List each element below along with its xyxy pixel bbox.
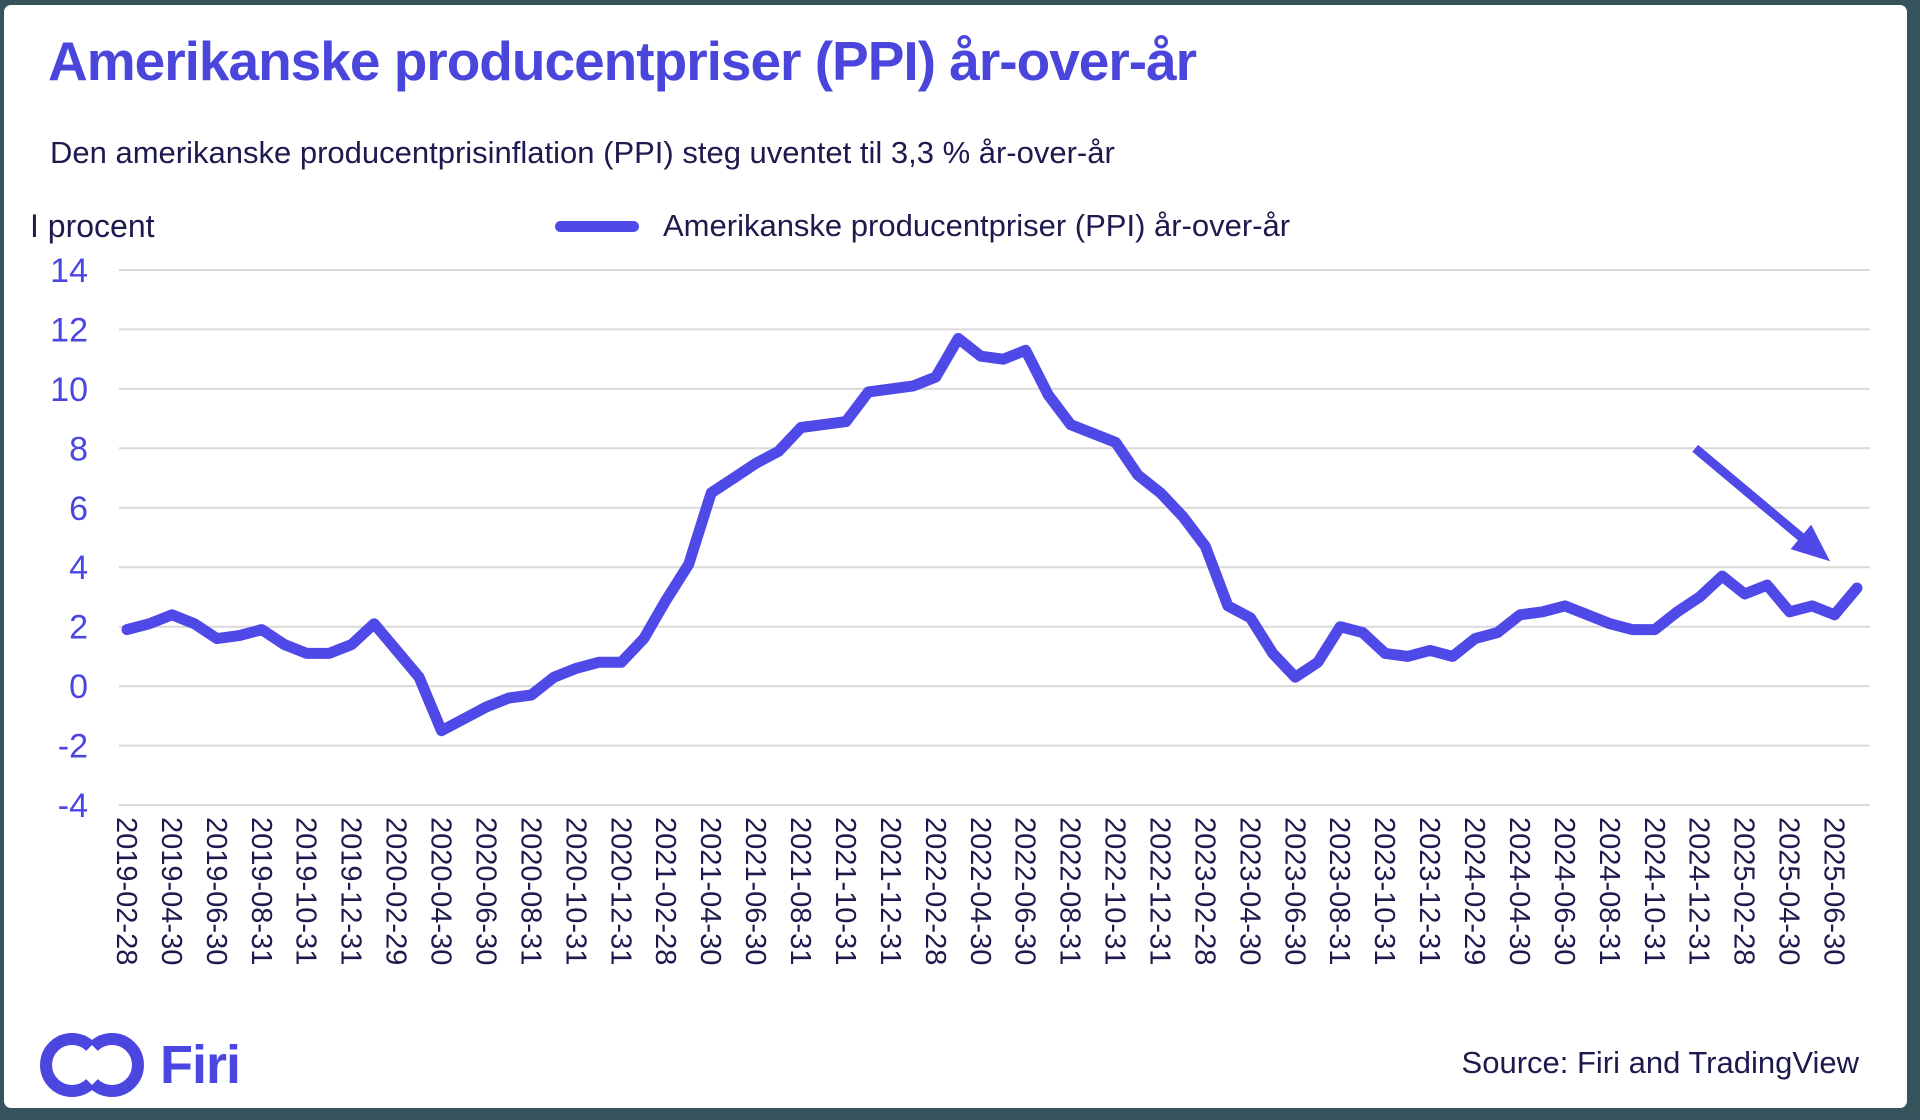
x-tick-label: 2024-06-30 xyxy=(1548,817,1580,965)
subtitle: Den amerikanske producentprisinflation (… xyxy=(50,135,1115,170)
x-tick-label: 2023-10-31 xyxy=(1368,817,1400,965)
x-tick-label: 2020-12-31 xyxy=(604,817,636,965)
y-tick-label: 10 xyxy=(50,371,88,409)
y-axis-caption: I procent xyxy=(30,208,155,244)
x-tick-label: 2021-02-28 xyxy=(649,817,681,965)
chart-card: 14 12 10 8 6 4 2 0 -2 -4 2019-02-28 2019-04-30 2019-… xyxy=(4,5,1907,1108)
x-tick-label: 2024-10-31 xyxy=(1638,817,1670,965)
firi-logo: Firi xyxy=(40,1025,241,1105)
y-tick-label: -2 xyxy=(58,728,88,766)
x-tick-label: 2023-04-30 xyxy=(1233,817,1265,965)
x-tick-label: 2025-04-30 xyxy=(1773,817,1805,965)
x-tick-label: 2019-10-31 xyxy=(290,817,322,965)
x-tick-label: 2021-12-31 xyxy=(874,817,906,965)
y-tick-label: 0 xyxy=(69,668,88,706)
y-tick-label: 2 xyxy=(69,609,88,647)
legend-label: Amerikanske producentpriser (PPI) år-ove… xyxy=(663,208,1291,243)
x-tick-label: 2023-06-30 xyxy=(1278,817,1310,965)
x-tick-label: 2020-08-31 xyxy=(514,817,546,965)
x-tick-label: 2019-12-31 xyxy=(335,817,367,965)
x-tick-label: 2021-08-31 xyxy=(784,817,816,965)
x-tick-label: 2025-02-28 xyxy=(1728,817,1760,965)
x-tick-label: 2020-10-31 xyxy=(559,817,591,965)
x-tick-label: 2025-06-30 xyxy=(1818,817,1850,965)
x-tick-label: 2022-10-31 xyxy=(1099,817,1131,965)
source-credit: Source: Firi and TradingView xyxy=(1461,1045,1859,1080)
legend-line-swatch xyxy=(555,220,639,232)
legend: Amerikanske producentpriser (PPI) år-ove… xyxy=(555,208,1290,244)
firi-logo-mark xyxy=(40,1033,144,1097)
x-tick-label: 2024-08-31 xyxy=(1593,817,1625,965)
x-tick-label: 2022-12-31 xyxy=(1144,817,1176,965)
x-tick-label: 2022-04-30 xyxy=(964,817,996,965)
x-tick-label: 2024-12-31 xyxy=(1683,817,1715,965)
x-tick-label: 2019-02-28 xyxy=(110,817,142,965)
y-tick-label: 14 xyxy=(50,252,88,290)
y-tick-label: 6 xyxy=(69,490,88,528)
trend-arrow-head xyxy=(1790,524,1830,562)
x-tick-label: 2019-04-30 xyxy=(155,817,187,965)
x-tick-label: 2024-04-30 xyxy=(1503,817,1535,965)
x-tick-label: 2023-02-28 xyxy=(1188,817,1220,965)
x-tick-label: 2022-02-28 xyxy=(919,817,951,965)
page-title: Amerikanske producentpriser (PPI) år-ove… xyxy=(48,30,1197,92)
x-tick-label: 2020-06-30 xyxy=(470,817,502,965)
trend-arrow-shaft xyxy=(1692,444,1810,546)
y-tick-label: 4 xyxy=(69,549,88,587)
x-tick-label: 2019-06-30 xyxy=(200,817,232,965)
firi-logo-text: Firi xyxy=(160,1035,241,1095)
x-tick-label: 2019-08-31 xyxy=(245,817,277,965)
x-tick-label: 2023-08-31 xyxy=(1323,817,1355,965)
ppi-line xyxy=(121,332,1863,737)
y-tick-label: 8 xyxy=(69,430,88,468)
x-tick-label: 2021-10-31 xyxy=(829,817,861,965)
x-tick-label: 2020-04-30 xyxy=(425,817,457,965)
x-tick-label: 2020-02-29 xyxy=(380,817,412,965)
x-tick-label: 2022-06-30 xyxy=(1009,817,1041,965)
y-tick-label: -4 xyxy=(58,787,88,825)
x-tick-label: 2021-06-30 xyxy=(739,817,771,965)
x-tick-label: 2022-08-31 xyxy=(1054,817,1086,965)
x-tick-label: 2024-02-29 xyxy=(1458,817,1490,965)
y-tick-label: 12 xyxy=(50,311,88,349)
x-tick-label: 2021-04-30 xyxy=(694,817,726,965)
x-tick-label: 2023-12-31 xyxy=(1413,817,1445,965)
ppi-line-chart: 14 12 10 8 6 4 2 0 -2 -4 2019-02-28 2019-04-30 2019-… xyxy=(4,5,1910,1020)
